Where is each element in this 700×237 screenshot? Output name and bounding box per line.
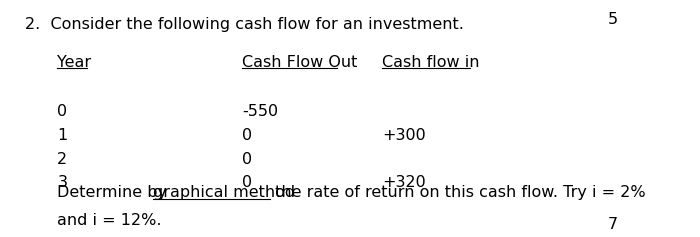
- Text: 0: 0: [242, 175, 252, 190]
- Text: 2: 2: [57, 152, 67, 167]
- Text: 3: 3: [57, 175, 67, 190]
- Text: +300: +300: [382, 128, 426, 143]
- Text: 0: 0: [242, 128, 252, 143]
- Text: Cash flow in: Cash flow in: [382, 55, 480, 69]
- Text: 7: 7: [608, 217, 618, 232]
- Text: +320: +320: [382, 175, 426, 190]
- Text: 2.  Consider the following cash flow for an investment.: 2. Consider the following cash flow for …: [25, 17, 464, 32]
- Text: Year: Year: [57, 55, 92, 69]
- Text: 0: 0: [57, 104, 67, 119]
- Text: 5: 5: [608, 12, 618, 27]
- Text: the rate of return on this cash flow. Try i = 2%: the rate of return on this cash flow. Tr…: [270, 185, 645, 200]
- Text: and i = 12%.: and i = 12%.: [57, 213, 162, 228]
- Text: 0: 0: [242, 152, 252, 167]
- Text: graphical method: graphical method: [153, 185, 295, 200]
- Text: 1: 1: [57, 128, 68, 143]
- Text: Cash Flow Out: Cash Flow Out: [242, 55, 358, 69]
- Text: -550: -550: [242, 104, 278, 119]
- Text: Determine by: Determine by: [57, 185, 172, 200]
